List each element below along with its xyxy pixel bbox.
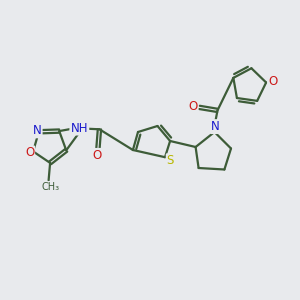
Text: N: N xyxy=(211,120,220,133)
Text: O: O xyxy=(268,75,278,88)
Text: CH₃: CH₃ xyxy=(70,123,88,133)
Text: CH₃: CH₃ xyxy=(41,182,59,192)
Text: O: O xyxy=(93,149,102,162)
Text: S: S xyxy=(167,154,174,167)
Text: O: O xyxy=(25,146,34,160)
Text: N: N xyxy=(33,124,42,137)
Text: O: O xyxy=(188,100,197,113)
Text: NH: NH xyxy=(70,122,88,135)
